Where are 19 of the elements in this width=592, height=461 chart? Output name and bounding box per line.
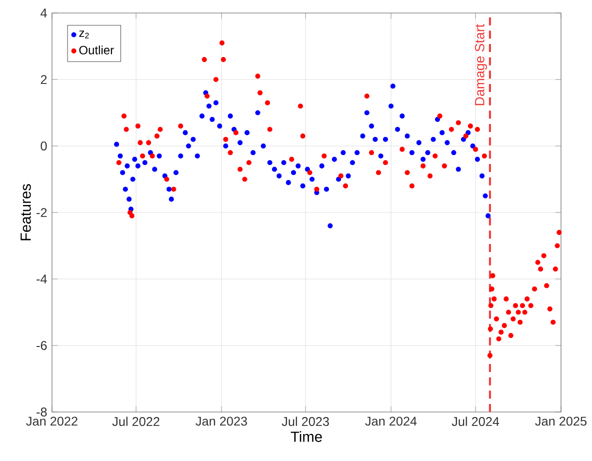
y-tick-label: 4	[40, 8, 47, 18]
legend-label: Outlier	[79, 46, 114, 54]
y-tick-label: -8	[36, 408, 47, 416]
y-tick-label: -4	[36, 274, 47, 284]
y-tick-label: 0	[40, 142, 47, 150]
x-tick-label: Jul 2024	[452, 416, 500, 426]
x-tick-label: Jan 2022	[26, 416, 78, 426]
x-tick-label: Jan 2024	[365, 416, 417, 426]
x-tick-label: Jan 2023	[196, 416, 247, 426]
x-axis-title: Time	[290, 431, 322, 442]
legend-label: z$_{2}$	[79, 30, 89, 38]
y-tick-label: -6	[36, 341, 47, 350]
y-tick-label: 2	[40, 75, 47, 84]
x-tick-label: Jan 2025	[535, 416, 587, 426]
x-tick-label: Jul 2022	[112, 416, 160, 426]
y-axis-title: Features	[20, 184, 31, 240]
x-tick-label: Jul 2023	[282, 416, 329, 426]
y-tick-label: -2	[36, 208, 47, 217]
ref-line-label: Damage Start	[474, 24, 488, 106]
